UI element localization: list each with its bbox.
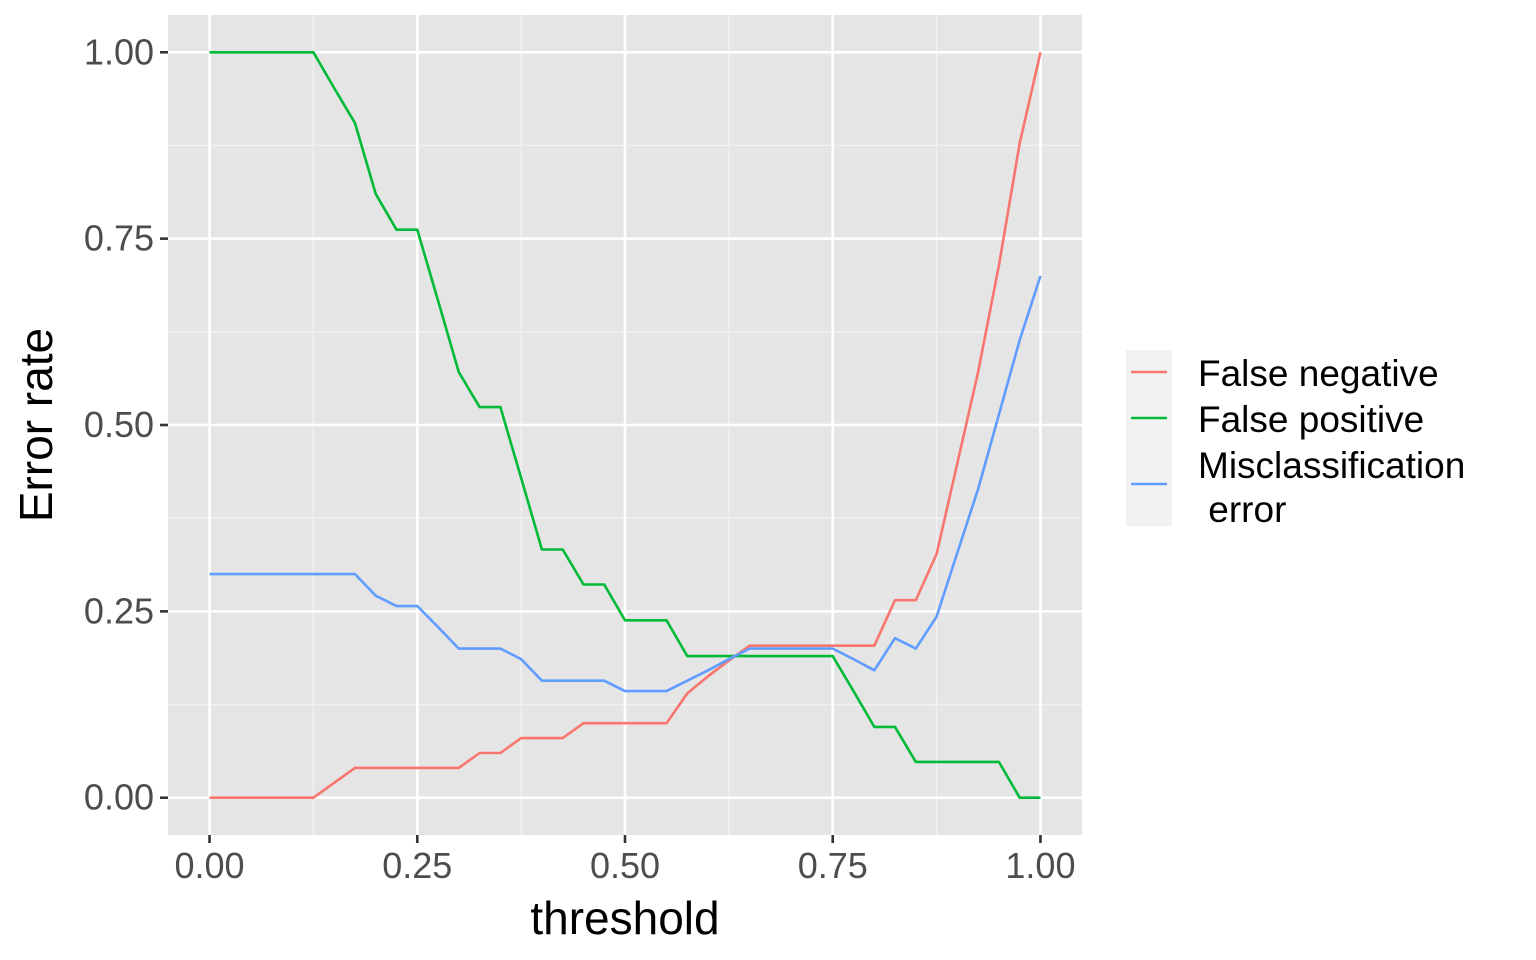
legend-label-2: Misclassification error <box>1198 445 1465 530</box>
legend-label-1: False positive <box>1198 399 1424 440</box>
y-tick-label: 0.25 <box>84 590 154 631</box>
major-gridlines <box>168 15 1082 835</box>
y-tick-label: 0.50 <box>84 404 154 445</box>
series-lines <box>209 50 1042 800</box>
y-tick-label: 0.00 <box>84 777 154 818</box>
series-line-0 <box>209 52 1042 800</box>
x-tick-label: 1.00 <box>1005 845 1075 886</box>
y-axis: 0.00 0.25 0.50 0.75 1.00 <box>84 31 168 818</box>
x-tick-label: 0.25 <box>382 845 452 886</box>
legend-key-background <box>1126 350 1172 526</box>
y-axis-title: Error rate <box>10 328 62 522</box>
series-line-2 <box>209 275 1042 693</box>
y-tick-label: 0.75 <box>84 218 154 259</box>
x-tick-label: 0.00 <box>175 845 245 886</box>
x-axis: 0.00 0.25 0.50 0.75 1.00 <box>175 835 1075 886</box>
y-tick-label: 1.00 <box>84 31 154 72</box>
legend: False negative False positive Misclassific… <box>1126 350 1465 530</box>
series-line-1 <box>209 50 1041 800</box>
x-tick-label: 0.50 <box>590 845 660 886</box>
x-axis-title: threshold <box>530 892 719 944</box>
legend-label-0: False negative <box>1198 353 1439 394</box>
x-tick-label: 0.75 <box>798 845 868 886</box>
